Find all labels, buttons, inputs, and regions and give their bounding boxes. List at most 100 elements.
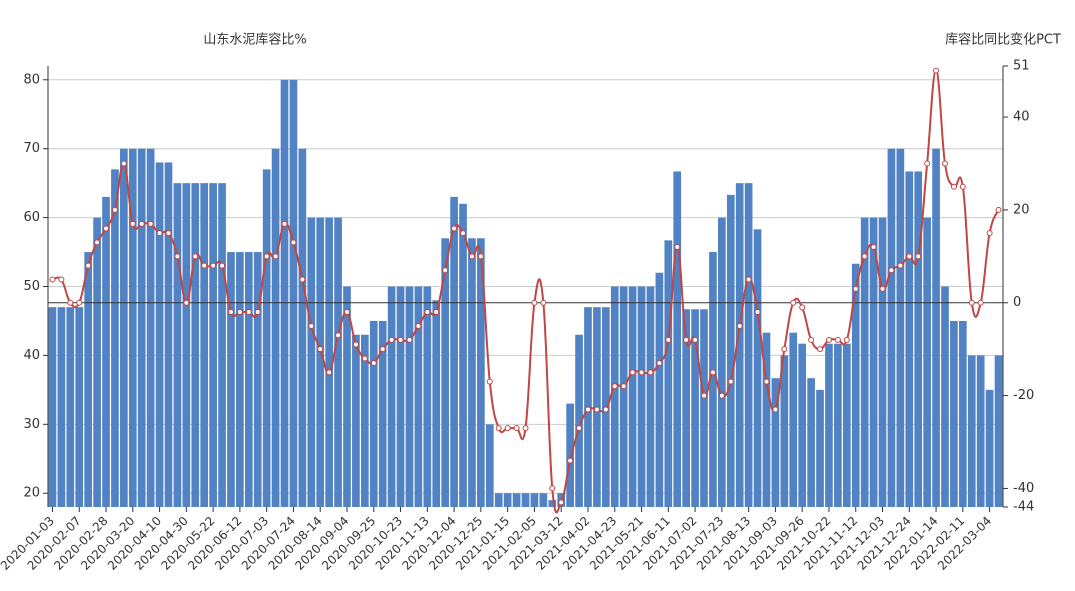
line-point — [219, 262, 226, 269]
bar — [120, 148, 128, 507]
line-point — [49, 276, 56, 283]
bars — [48, 79, 1003, 508]
bar — [914, 171, 923, 507]
bar — [834, 343, 842, 507]
y-tick-label: 40 — [23, 348, 40, 363]
bar — [146, 148, 155, 507]
y-tick-label: 30 — [23, 417, 40, 432]
bar — [869, 217, 878, 507]
bar — [75, 307, 84, 507]
bar — [735, 183, 744, 507]
line-point — [968, 299, 975, 306]
bar — [628, 286, 637, 507]
bar — [387, 286, 396, 507]
line-point — [799, 304, 806, 311]
y2-tick-label: 0 — [1013, 295, 1021, 310]
bar — [361, 334, 369, 507]
bar — [280, 79, 289, 507]
line-point — [879, 285, 886, 292]
y2-tick-label: -20 — [1013, 388, 1034, 403]
bar — [932, 148, 940, 507]
bar — [753, 229, 762, 508]
line-point — [165, 230, 172, 237]
line-point — [593, 406, 600, 413]
bar — [878, 217, 887, 507]
line-point — [76, 299, 83, 306]
line-point — [995, 206, 1002, 213]
bar — [111, 169, 119, 507]
bar — [253, 252, 262, 507]
line-point — [397, 336, 404, 343]
bar — [441, 238, 450, 507]
bar — [896, 148, 905, 507]
right-axis-title: 库容比同比变化PCT — [945, 32, 1061, 48]
line-point — [317, 346, 324, 353]
line-point — [683, 336, 690, 343]
line-point — [433, 309, 440, 316]
bar — [468, 238, 476, 507]
bar — [700, 309, 708, 507]
bar — [84, 252, 93, 507]
bar — [334, 217, 342, 507]
bar — [530, 493, 539, 507]
bar — [423, 286, 432, 507]
bar — [860, 217, 869, 507]
bar — [521, 493, 530, 507]
line-point — [531, 299, 538, 306]
bar — [485, 424, 494, 507]
line-point — [888, 267, 895, 274]
bar — [985, 389, 994, 507]
line-point — [94, 239, 101, 246]
line-point — [147, 220, 154, 227]
line-point — [272, 253, 279, 260]
bar — [128, 148, 137, 507]
line-point — [558, 499, 565, 506]
bar — [976, 355, 985, 507]
line-point — [549, 485, 556, 492]
y2-tick-label: 51 — [1013, 59, 1030, 74]
line-point — [924, 160, 931, 167]
bar — [771, 378, 780, 507]
line-point — [647, 369, 654, 376]
line-point — [299, 276, 306, 283]
line-point — [103, 225, 110, 232]
line-point — [745, 276, 752, 283]
bar — [825, 343, 833, 507]
line-point — [718, 392, 725, 399]
line-point — [477, 253, 484, 260]
bar — [48, 307, 57, 507]
line-point — [781, 346, 788, 353]
bar — [789, 332, 798, 507]
line-point — [227, 309, 234, 316]
bar — [842, 343, 851, 507]
bar — [477, 238, 485, 507]
bar — [851, 263, 860, 507]
y2-tick-label: -44 — [1013, 500, 1034, 515]
bar — [512, 493, 521, 507]
line-point — [156, 230, 163, 237]
line-point — [540, 299, 547, 306]
bar — [994, 355, 1003, 507]
bar — [307, 217, 316, 507]
line-point — [192, 253, 199, 260]
line-point — [986, 230, 993, 237]
bar — [236, 252, 244, 507]
line-point — [959, 183, 966, 190]
line-point — [611, 383, 618, 390]
line-point — [129, 220, 136, 227]
line-point — [701, 392, 708, 399]
line-point — [933, 67, 940, 74]
line-point — [736, 322, 743, 329]
bar — [539, 493, 548, 507]
line-point — [236, 309, 243, 316]
line-point — [665, 336, 672, 343]
bar — [164, 162, 173, 507]
bar — [298, 148, 307, 507]
line-point — [576, 425, 583, 432]
line-point — [415, 322, 422, 329]
bar — [923, 217, 931, 507]
line-point — [468, 253, 475, 260]
bar — [905, 171, 914, 507]
bar — [200, 183, 209, 507]
line-point — [950, 183, 957, 190]
